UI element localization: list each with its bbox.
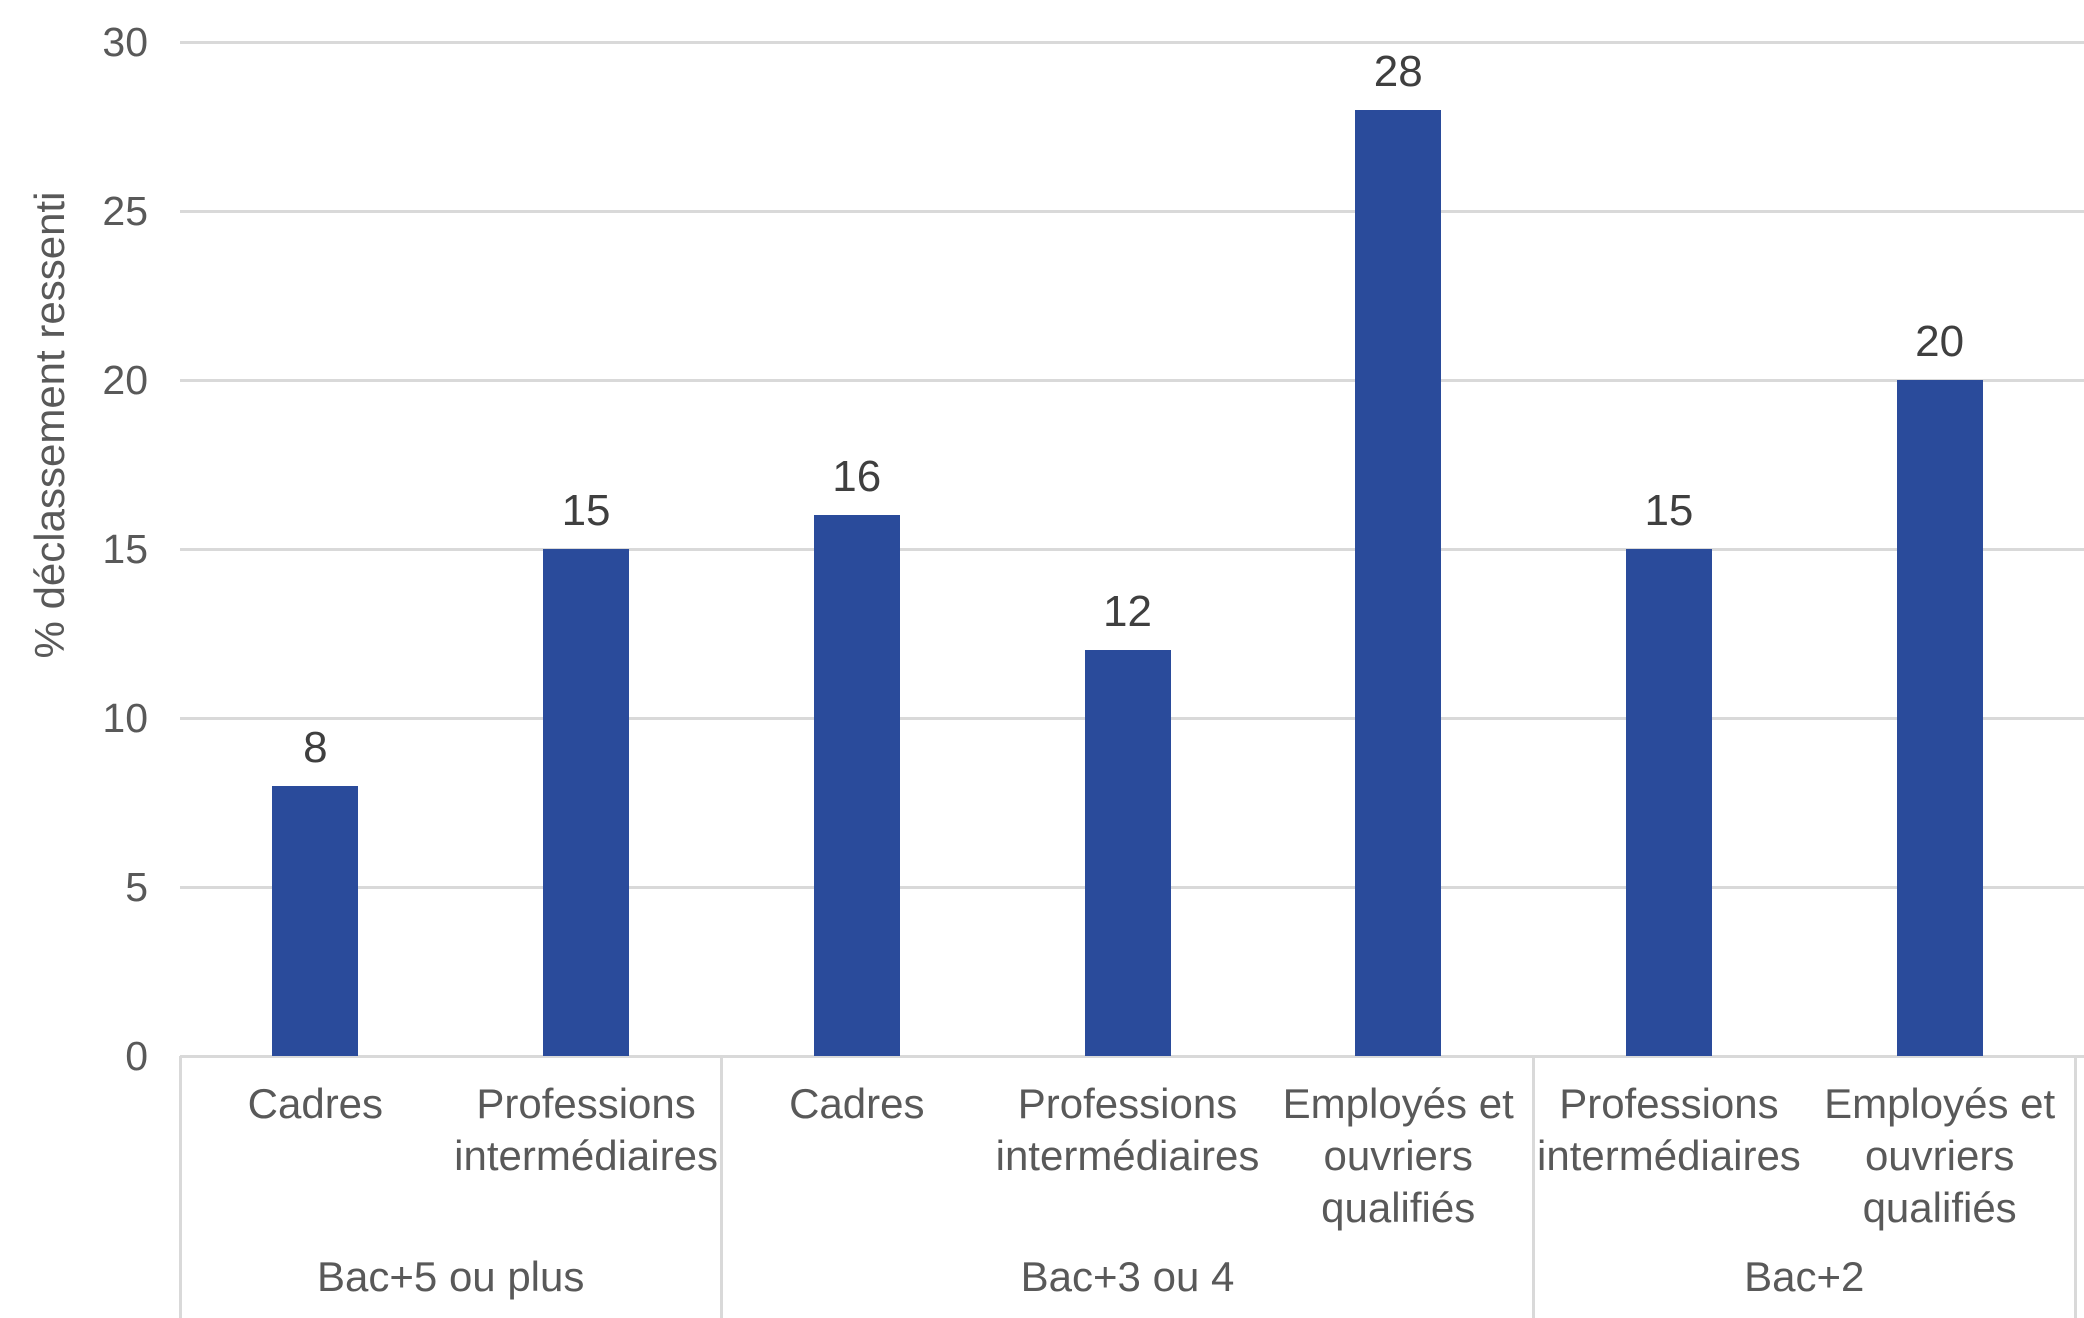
y-tick-label: 5 — [125, 864, 148, 910]
gridline — [180, 40, 2084, 44]
bar — [1896, 380, 1983, 1056]
bar-value-label: 16 — [832, 452, 882, 502]
y-tick-label: 30 — [102, 19, 148, 65]
group-divider — [178, 1056, 182, 1318]
bar-value-label: 8 — [303, 722, 328, 772]
category-label: Employés et ouvriers qualifiés — [1282, 1080, 1514, 1231]
bar — [272, 785, 359, 1056]
category-label: Professions intermédiaires — [1537, 1080, 1801, 1179]
group-divider — [1532, 1056, 1536, 1318]
y-tick-label: 10 — [102, 695, 148, 741]
group-divider — [2073, 1056, 2077, 1318]
category-label: Professions intermédiaires — [995, 1080, 1260, 1179]
category-label: Cadres — [789, 1080, 925, 1127]
bar-value-label: 15 — [561, 486, 611, 535]
gridline — [180, 378, 2084, 382]
category-label: Cadres — [247, 1080, 384, 1127]
bar — [1084, 650, 1171, 1056]
y-axis-title: % déclassement ressenti — [26, 191, 73, 659]
x-axis-line — [180, 1054, 2084, 1058]
bar — [1625, 549, 1712, 1056]
bar — [1355, 109, 1442, 1056]
gridline — [180, 547, 2084, 551]
group-divider — [719, 1056, 723, 1318]
y-tick-label: 20 — [102, 357, 148, 403]
y-tick-label: 15 — [102, 526, 148, 572]
group-label: Bac+2 — [1744, 1253, 1865, 1300]
category-label: Employés et ouvriers qualifiés — [1824, 1080, 2056, 1231]
category-label: Professions intermédiaires — [454, 1080, 718, 1179]
bar-value-label: 20 — [1915, 317, 1965, 366]
bar — [543, 549, 630, 1056]
bar-value-label: 28 — [1373, 46, 1423, 96]
y-tick-label: 0 — [125, 1033, 148, 1079]
y-tick-label: 25 — [102, 188, 148, 234]
group-label: Bac+5 ou plus — [317, 1253, 585, 1300]
bar-value-label: 15 — [1644, 486, 1694, 535]
gridline — [180, 209, 2084, 213]
bar — [813, 515, 900, 1056]
bar-value-label: 12 — [1103, 587, 1152, 637]
group-label: Bac+3 ou 4 — [1020, 1253, 1235, 1300]
